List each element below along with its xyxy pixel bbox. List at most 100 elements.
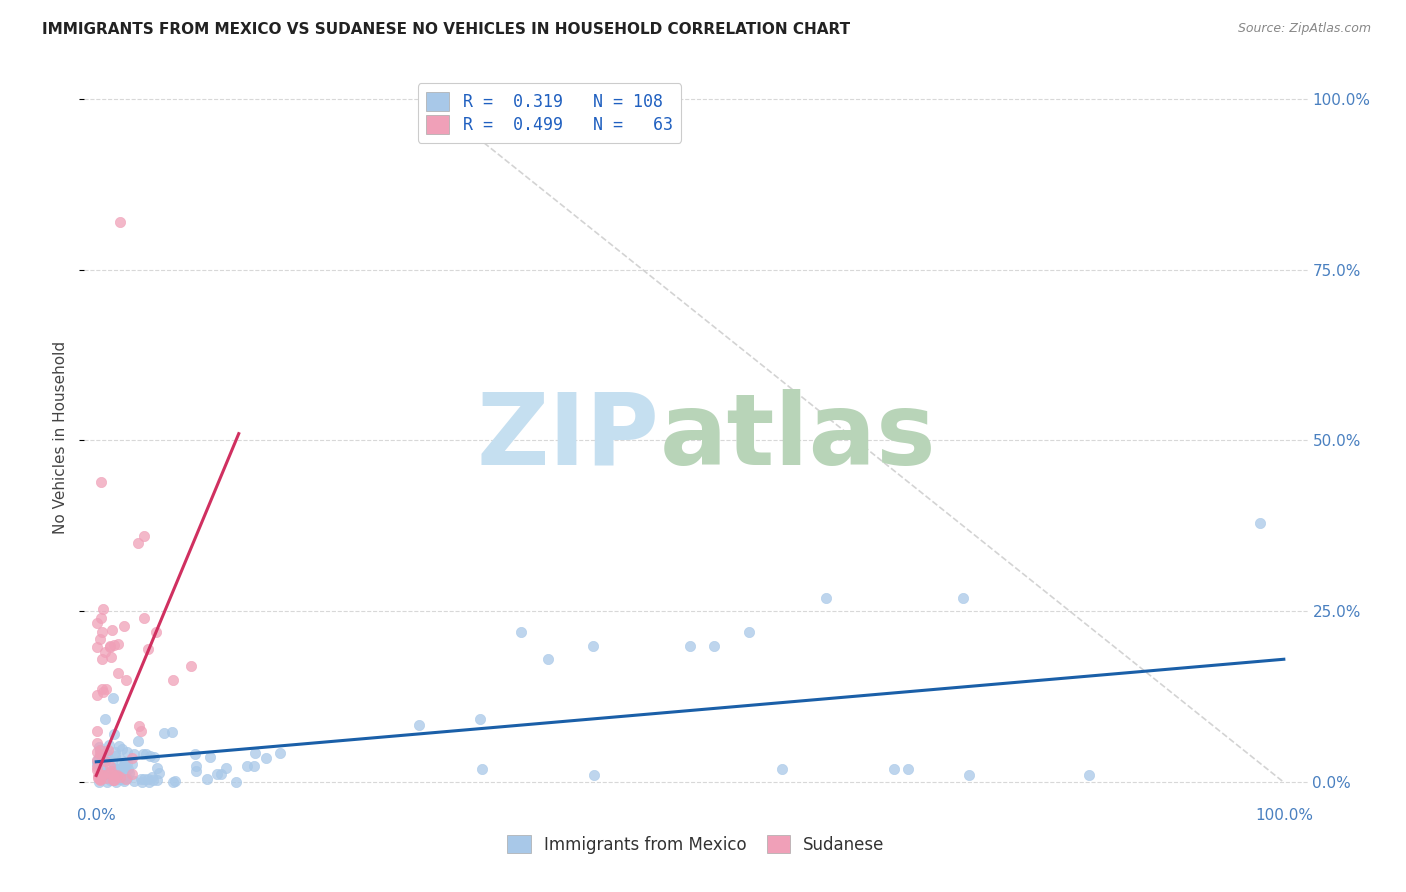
Point <box>86 763 108 777</box>
Point <box>197 772 219 787</box>
Point <box>510 624 533 639</box>
Point <box>110 754 132 768</box>
Point <box>117 763 139 777</box>
Point <box>89 743 111 757</box>
Point <box>100 755 122 769</box>
Point <box>104 769 127 783</box>
Point <box>86 759 108 773</box>
Point <box>1078 768 1101 782</box>
Point <box>814 591 837 605</box>
Text: IMMIGRANTS FROM MEXICO VS SUDANESE NO VEHICLES IN HOUSEHOLD CORRELATION CHART: IMMIGRANTS FROM MEXICO VS SUDANESE NO VE… <box>42 22 851 37</box>
Point <box>108 772 131 786</box>
Point <box>112 759 135 773</box>
Point <box>162 775 184 789</box>
Point <box>91 768 114 782</box>
Point <box>1249 516 1271 530</box>
Point <box>114 772 136 786</box>
Point <box>91 602 114 616</box>
Point <box>86 640 108 654</box>
Y-axis label: No Vehicles in Household: No Vehicles in Household <box>53 341 69 533</box>
Point <box>90 610 112 624</box>
Point <box>104 745 127 759</box>
Point <box>94 645 117 659</box>
Point <box>952 591 974 605</box>
Point <box>105 774 128 789</box>
Point <box>118 765 141 780</box>
Point <box>471 762 494 776</box>
Point <box>115 756 138 771</box>
Point <box>110 765 132 780</box>
Point <box>101 772 124 787</box>
Point <box>269 746 291 760</box>
Point <box>90 475 112 489</box>
Point <box>101 771 124 785</box>
Point <box>136 642 159 657</box>
Point <box>124 774 146 789</box>
Point <box>738 624 761 639</box>
Point <box>205 767 228 781</box>
Point <box>121 750 143 764</box>
Point <box>87 739 110 754</box>
Point <box>132 747 155 762</box>
Point <box>89 772 111 787</box>
Point <box>112 768 135 782</box>
Point <box>87 771 110 785</box>
Point <box>127 733 149 747</box>
Point <box>111 765 134 780</box>
Point <box>100 770 122 784</box>
Point <box>121 766 143 780</box>
Point <box>132 529 155 543</box>
Point <box>209 767 232 781</box>
Point <box>98 766 121 780</box>
Point <box>115 746 138 760</box>
Point <box>135 747 157 761</box>
Point <box>86 753 108 767</box>
Point <box>128 719 150 733</box>
Point <box>108 770 131 784</box>
Point <box>96 681 118 696</box>
Point <box>110 771 132 785</box>
Point <box>108 739 131 754</box>
Point <box>97 743 120 757</box>
Point <box>148 765 170 780</box>
Point <box>111 772 134 787</box>
Point <box>100 639 122 653</box>
Point <box>107 762 129 776</box>
Point <box>101 690 124 705</box>
Point <box>91 753 114 767</box>
Point <box>243 746 266 760</box>
Point <box>101 623 124 637</box>
Point <box>94 771 117 785</box>
Point <box>89 632 111 646</box>
Point <box>153 726 176 740</box>
Point <box>86 754 108 768</box>
Point <box>583 768 606 782</box>
Point <box>243 759 266 773</box>
Point <box>103 638 125 652</box>
Point <box>883 762 905 776</box>
Point <box>198 750 221 764</box>
Point <box>103 726 125 740</box>
Text: atlas: atlas <box>659 389 936 485</box>
Point <box>408 717 430 731</box>
Point <box>89 772 111 786</box>
Point <box>103 772 125 787</box>
Point <box>98 640 121 654</box>
Point <box>86 688 108 702</box>
Point <box>90 769 112 783</box>
Point <box>103 760 125 774</box>
Point <box>100 771 122 785</box>
Point <box>107 665 129 680</box>
Point <box>112 619 135 633</box>
Point <box>115 772 138 786</box>
Point <box>91 763 114 777</box>
Point <box>114 764 136 779</box>
Point <box>105 768 128 782</box>
Point <box>104 762 127 776</box>
Point <box>163 774 186 789</box>
Point <box>89 742 111 756</box>
Point <box>236 758 259 772</box>
Point <box>115 673 138 687</box>
Point <box>581 639 603 653</box>
Point <box>184 764 207 778</box>
